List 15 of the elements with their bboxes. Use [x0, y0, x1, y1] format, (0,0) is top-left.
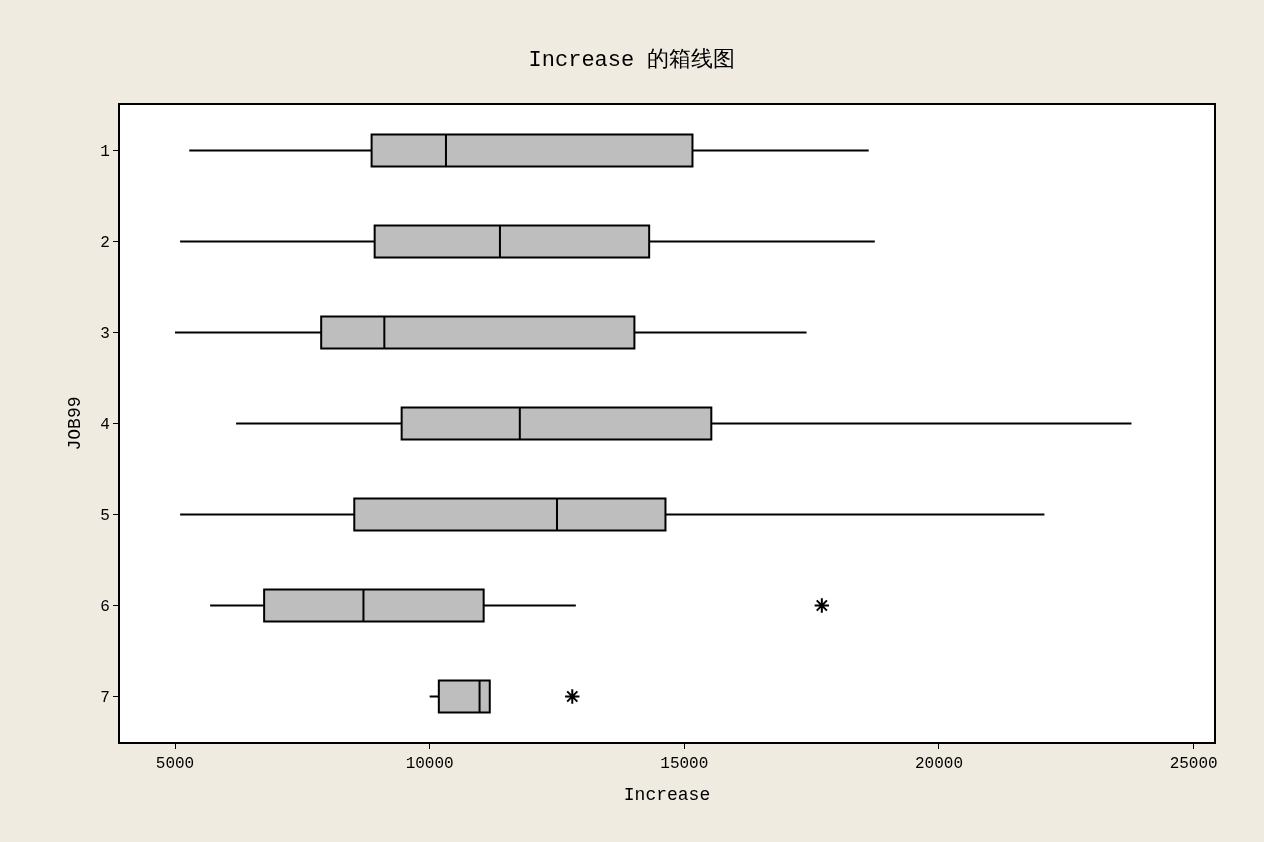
y-tick-label: 3 — [100, 325, 110, 344]
y-tick-label: 1 — [100, 143, 110, 162]
x-tick-label: 25000 — [1169, 755, 1218, 774]
x-tick-label: 20000 — [914, 755, 963, 774]
chart-title: Increase 的箱线图 — [528, 46, 736, 73]
x-tick-label: 5000 — [155, 755, 195, 774]
y-tick-label: 2 — [100, 234, 110, 253]
y-tick-label: 4 — [100, 416, 110, 435]
y-tick-label: 5 — [100, 507, 110, 526]
x-tick-label: 15000 — [660, 755, 709, 774]
y-tick-label: 7 — [100, 689, 110, 708]
y-tick-label: 6 — [100, 598, 110, 617]
x-axis-title: Increase — [623, 784, 711, 805]
y-axis-title: JOB99 — [64, 396, 85, 451]
x-tick-label: 10000 — [405, 755, 454, 774]
